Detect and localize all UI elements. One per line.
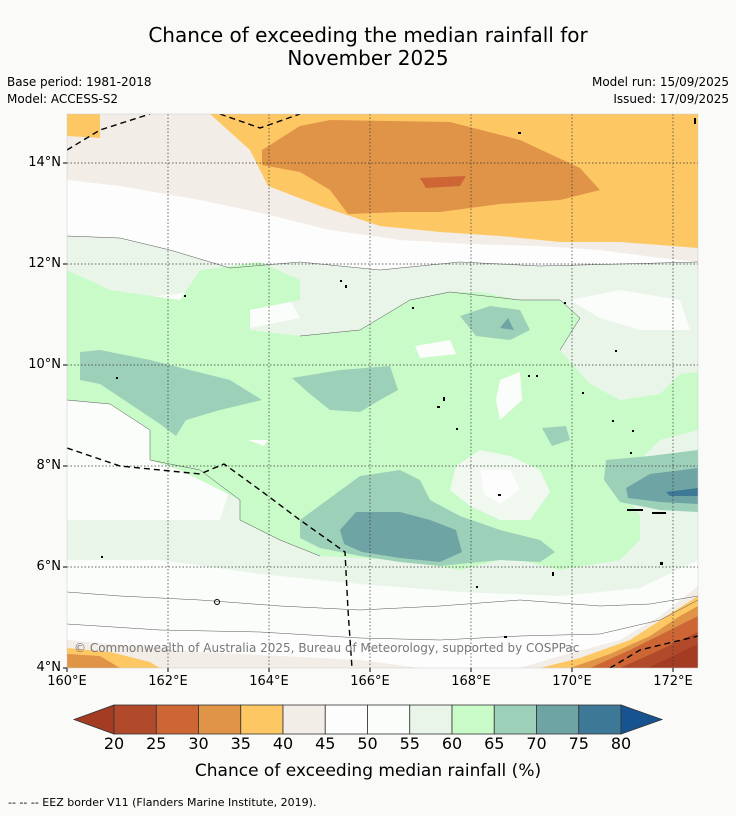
region-65c	[460, 306, 530, 340]
colorbar-segment	[451, 704, 495, 735]
islands	[101, 118, 696, 638]
region-50c	[67, 400, 230, 520]
gridlines	[67, 114, 698, 668]
colorbar-tick-label: 20	[103, 734, 125, 753]
lat-label-12n: 12°N	[28, 256, 61, 271]
colorbar-tick-label: 70	[526, 734, 547, 753]
colorbar-tick-label: 60	[441, 734, 463, 753]
colorbar-tick-label: 55	[399, 734, 420, 753]
colorbar-tick-label: 30	[188, 734, 209, 753]
region-50d	[67, 560, 698, 640]
lat-label-10n: 10°N	[28, 357, 61, 372]
lon-label-166e: 166°E	[350, 674, 390, 689]
colorbar-tick-label: 35	[230, 734, 251, 753]
hole-a	[415, 340, 456, 358]
colorbar-arrow-high	[620, 704, 664, 735]
region-65a	[80, 350, 262, 436]
eez-border	[67, 114, 698, 668]
title-line1: Chance of exceeding the median rainfall …	[148, 23, 588, 47]
region-45-bl	[67, 640, 420, 668]
colorbar-segment	[240, 704, 284, 735]
colorbar-tick-label: 80	[610, 734, 632, 753]
colorbar	[72, 704, 664, 735]
region-below20-corner	[648, 644, 698, 668]
colorbar-title: Chance of exceeding median rainfall (%)	[194, 761, 542, 781]
map-field	[67, 114, 698, 668]
hole-b	[496, 372, 522, 420]
colorbar-segment	[578, 704, 622, 735]
region-50b	[570, 290, 690, 330]
colorbar-tick-label: 25	[146, 734, 167, 753]
colorbar-segment	[282, 704, 326, 735]
colorbar-segment	[324, 704, 368, 735]
region-60b	[540, 400, 600, 430]
region-25	[420, 176, 466, 188]
tick-marks	[63, 162, 674, 672]
contour-lines	[67, 235, 698, 641]
lon-label-168e: 168°E	[451, 674, 491, 689]
lat-label-4n: 4°N	[36, 660, 62, 675]
colorbar-tick-label: 75	[568, 734, 589, 753]
map-frame	[66, 113, 699, 669]
region-75	[666, 488, 698, 496]
colorbar-arrow-low	[72, 704, 115, 735]
colorbar-segment	[113, 704, 157, 735]
region-35b	[67, 114, 100, 138]
colorbar-tick-label: 40	[272, 734, 294, 753]
colorbar-segment	[493, 704, 537, 735]
region-65b	[292, 366, 398, 412]
lon-label-160e: 160°E	[47, 674, 87, 689]
region-70	[340, 512, 462, 562]
colorbar-segment	[367, 704, 411, 735]
colorbar-tick-label: 50	[357, 734, 378, 753]
model-name: Model: ACCESS-S2	[7, 92, 119, 106]
eez-footnote: -- -- -- EEZ border V11 (Flanders Marine…	[8, 796, 317, 809]
base-period: Base period: 1981-2018	[7, 75, 152, 89]
hole-c-inner	[480, 470, 520, 504]
colorbar-segment	[155, 704, 199, 735]
issued-date: Issued: 17/09/2025	[613, 92, 729, 106]
region-30-bl	[67, 654, 120, 668]
lat-label-6n: 6°N	[36, 559, 62, 574]
region-30	[262, 120, 600, 214]
lon-label-164e: 164°E	[249, 674, 289, 689]
lat-label-14n: 14°N	[28, 155, 61, 170]
lon-label-162e: 162°E	[148, 674, 188, 689]
colorbar-tick-label: 65	[484, 734, 505, 753]
colorbar-tick-label: 45	[315, 734, 336, 753]
model-run: Model run: 15/09/2025	[591, 75, 729, 89]
colorbar-segment	[409, 704, 453, 735]
colorbar-segment	[198, 704, 242, 735]
colorbar-segment	[536, 704, 580, 735]
lon-label-172e: 172°E	[653, 674, 693, 689]
atoll	[214, 599, 220, 605]
title-line2: November 2025	[287, 46, 449, 70]
lat-label-8n: 8°N	[36, 458, 62, 473]
region-65d	[542, 426, 570, 446]
hole-d	[248, 440, 268, 446]
region-70c	[500, 318, 514, 330]
lon-label-170e: 170°E	[552, 674, 592, 689]
copyright-notice: © Commonwealth of Australia 2025, Bureau…	[74, 641, 580, 655]
